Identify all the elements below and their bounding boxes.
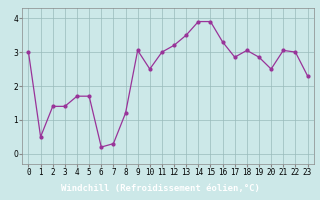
Text: Windchill (Refroidissement éolien,°C): Windchill (Refroidissement éolien,°C)	[60, 184, 260, 193]
